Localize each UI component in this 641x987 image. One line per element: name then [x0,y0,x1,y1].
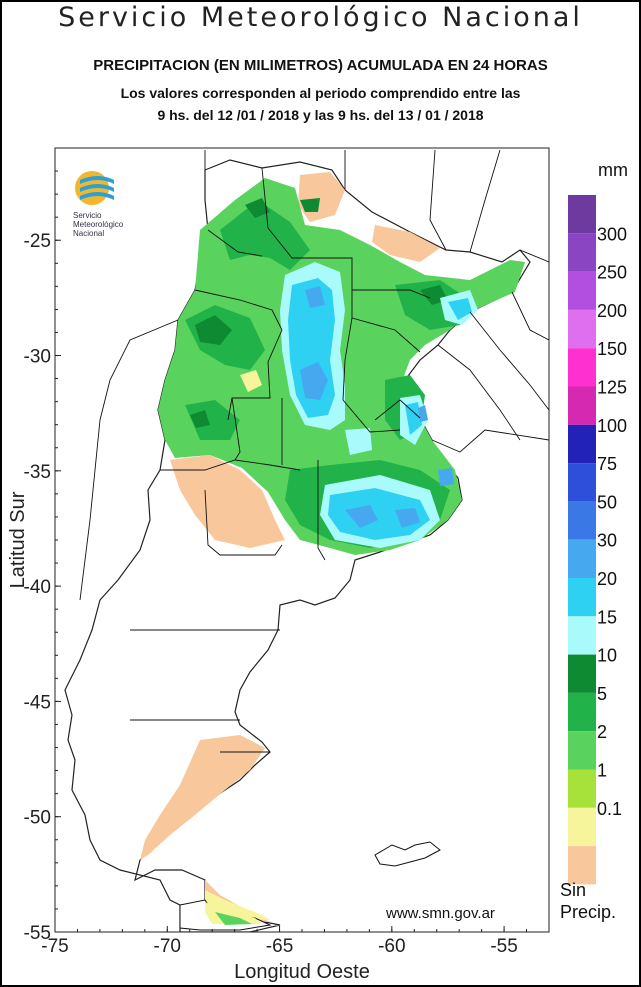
legend-swatch [568,578,596,617]
legend-label: 150 [597,339,627,359]
legend-swatch [568,807,596,847]
map-subtitle: PRECIPITACION (EN MILIMETROS) ACUMULADA … [93,57,548,74]
y-axis: -25 -30 -35 -40 -45 -50 -55 [24,147,61,944]
legend-label: 2 [597,722,607,742]
map-shapes [64,149,549,932]
precip-zone-trace-south [140,735,265,860]
legend-swatch [568,692,596,732]
precip-zone-trace-central [170,455,285,548]
period-line-1: Los valores corresponden al periodo comp… [120,85,521,101]
legend-swatch [568,501,596,540]
legend-label: 1 [597,761,607,781]
x-tick-label: -75 [41,936,68,957]
legend-label: 125 [597,378,627,398]
tierra-del-fuego-precip [205,902,262,924]
legend-label: 20 [597,569,617,589]
legend-swatch [568,348,596,387]
tierra-del-fuego-green [215,912,252,925]
legend-swatch [568,616,596,655]
smn-logo: Servicio Meteorológico Nacional [73,171,124,238]
legend-swatch [568,424,596,464]
page-title: Servicio Meteorológico Nacional [58,2,583,33]
legend-none-label-1: Sin [560,880,586,900]
legend-label: 5 [597,684,607,704]
y-axis-label: Latitud Sur [7,491,29,588]
legend-swatch [568,654,596,693]
legend-label: 200 [597,301,627,321]
legend-swatch [568,731,596,770]
logo-line-2: Meteorológico [73,220,124,229]
legend: 300 250 200 150 125 100 75 50 30 20 15 10 5 2 1 0.1 [568,195,627,885]
legend-swatch [568,769,596,808]
legend-swatch [568,309,596,349]
y-tick-label: -30 [24,347,51,368]
legend-none-label-2: Precip. [560,902,616,922]
x-tick-label: -55 [490,936,517,957]
x-tick-label: -60 [378,936,405,957]
legend-swatch [568,386,596,425]
legend-swatch [568,846,596,885]
legend-label: 30 [597,531,617,551]
precip-zone-30mm [300,286,454,528]
legend-label: 15 [597,607,617,627]
precip-zone-20mm [288,278,472,540]
legend-label: 50 [597,492,617,512]
legend-label: 0.1 [597,799,622,819]
x-axis-label: Longitud Oeste [234,961,370,983]
precip-zone-5mm [185,200,470,548]
legend-unit: mm [598,160,628,180]
legend-label: 250 [597,263,627,283]
legend-swatch [568,463,596,502]
source-url: www.smn.gov.ar [385,905,495,922]
x-axis: -75 -70 -65 -60 -55 [41,926,550,957]
province-borders [130,167,431,753]
legend-swatch [568,539,596,578]
logo-line-3: Nacional [73,229,104,238]
y-tick-label: -55 [24,923,51,944]
x-tick-label: -65 [266,936,293,957]
legend-label: 100 [597,416,627,436]
legend-label: 75 [597,454,617,474]
y-tick-label: -25 [24,231,51,252]
y-tick-label: -35 [24,462,51,483]
legend-swatch [568,233,596,272]
malvinas-islands [374,841,441,867]
y-tick-label: -40 [24,577,51,598]
legend-swatch [568,271,596,310]
logo-line-1: Servicio [73,211,102,220]
legend-swatch [568,195,596,234]
y-tick-label: -45 [24,692,51,713]
precip-zone-trace-east [372,225,440,262]
legend-label: 10 [597,646,617,666]
x-tick-label: -70 [154,936,181,957]
legend-label: 300 [597,224,627,244]
neighbour-borders [79,149,549,601]
y-tick-label: -50 [24,808,51,829]
period-line-2: 9 hs. del 12 /01 / 2018 y las 9 hs. del … [157,107,484,123]
